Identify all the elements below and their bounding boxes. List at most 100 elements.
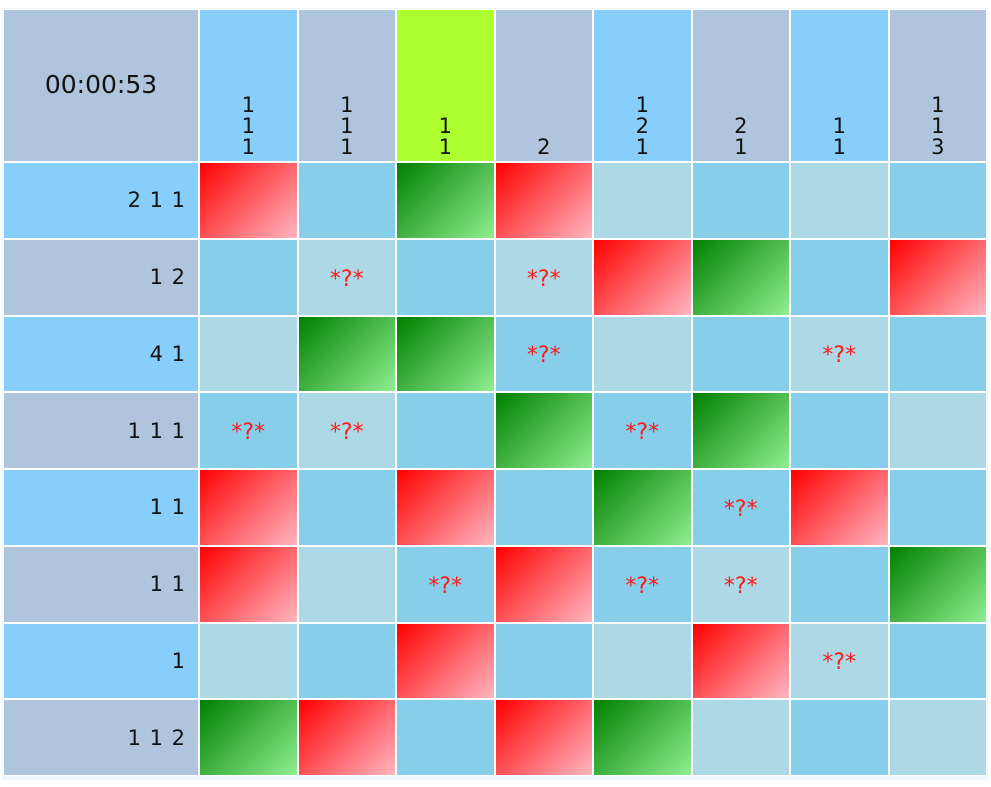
grid-cell-r3-c4-marked[interactable]: *?* (494, 315, 593, 393)
grid-cell-r7-c7-marked[interactable]: *?* (790, 622, 889, 700)
grid-cell-r6-c1-red[interactable] (199, 545, 298, 623)
grid-cell-r8-c5-green[interactable] (593, 699, 692, 776)
grid-cell-r1-c6-empty[interactable] (691, 162, 790, 239)
grid-cell-r4-c3-empty[interactable] (396, 392, 495, 469)
grid-cell-r5-c6-marked[interactable]: *?* (691, 469, 790, 546)
grid-cell-r7-c6-red[interactable] (691, 622, 790, 700)
grid-cell-r2-c8-red[interactable] (888, 238, 987, 316)
grid-cell-r2-c2-marked[interactable]: *?* (297, 238, 396, 316)
grid-cell-r2-c1-empty[interactable] (199, 238, 298, 316)
column-clue-number: 1 (241, 93, 255, 117)
grid-cell-r2-c3-empty[interactable] (396, 238, 495, 316)
row-clue-1: 2 1 1 (3, 162, 199, 239)
grid-cell-r3-c5-empty[interactable] (593, 315, 692, 393)
grid-cell-r5-c5-green[interactable] (593, 469, 692, 546)
grid-cell-r3-c1-empty[interactable] (199, 315, 298, 393)
grid-cell-r7-c4-empty[interactable] (494, 622, 593, 700)
grid-cell-r4-c5-marked[interactable]: *?* (593, 392, 692, 469)
grid-cell-r6-c2-empty[interactable] (297, 545, 396, 623)
grid-cell-r2-c7-empty[interactable] (790, 238, 889, 316)
column-clue-number: 1 (734, 135, 748, 159)
column-clue-number: 1 (241, 135, 255, 159)
row-clue-3: 4 1 (3, 315, 199, 393)
grid-cell-r3-c8-empty[interactable] (888, 315, 987, 393)
grid-cell-r5-c4-empty[interactable] (494, 469, 593, 546)
grid-cell-r1-c7-empty[interactable] (790, 162, 889, 239)
grid-cell-r3-c6-empty[interactable] (691, 315, 790, 393)
grid-cell-r7-c1-empty[interactable] (199, 622, 298, 700)
grid-cell-r1-c4-red[interactable] (494, 162, 593, 239)
column-clue-4: 2 (494, 9, 593, 162)
grid-cell-r4-c7-empty[interactable] (790, 392, 889, 469)
grid-cell-r6-c6-marked[interactable]: *?* (691, 545, 790, 623)
grid-cell-r1-c3-green[interactable] (396, 162, 495, 239)
grid-cell-r2-c6-green[interactable] (691, 238, 790, 316)
grid-cell-r8-c2-red[interactable] (297, 699, 396, 776)
column-clue-number: 1 (931, 114, 945, 138)
grid-cell-r6-c3-marked[interactable]: *?* (396, 545, 495, 623)
column-clue-number: 1 (438, 114, 452, 138)
grid-cell-r8-c8-empty[interactable] (888, 699, 987, 776)
grid-cell-r5-c7-red[interactable] (790, 469, 889, 546)
column-clue-number: 1 (340, 135, 354, 159)
row-clue-8: 1 1 2 (3, 699, 199, 776)
row-clue-7: 1 (3, 622, 199, 700)
grid-cell-r8-c7-empty[interactable] (790, 699, 889, 776)
column-clue-number (540, 95, 547, 116)
grid-cell-r3-c2-green[interactable] (297, 315, 396, 393)
grid-cell-r7-c3-red[interactable] (396, 622, 495, 700)
grid-cell-r6-c7-empty[interactable] (790, 545, 889, 623)
column-clue-number: 1 (635, 93, 649, 117)
column-clue-number: 1 (340, 93, 354, 117)
grid-cell-r8-c1-green[interactable] (199, 699, 298, 776)
grid-cell-r6-c8-green[interactable] (888, 545, 987, 623)
grid-cell-r4-c8-empty[interactable] (888, 392, 987, 469)
grid-cell-r3-c3-green[interactable] (396, 315, 495, 393)
column-clue-number (442, 95, 449, 116)
column-clue-number: 1 (635, 135, 649, 159)
column-clue-number: 1 (931, 93, 945, 117)
grid-cell-r7-c2-empty[interactable] (297, 622, 396, 700)
row-clue-2: 1 2 (3, 238, 199, 316)
grid-cell-r5-c3-red[interactable] (396, 469, 495, 546)
grid-cell-r4-c6-green[interactable] (691, 392, 790, 469)
grid-cell-r5-c2-empty[interactable] (297, 469, 396, 546)
column-clue-number (737, 95, 744, 116)
column-clue-number: 2 (537, 135, 551, 159)
row-clue-6: 1 1 (3, 545, 199, 623)
column-clue-number: 1 (438, 135, 452, 159)
column-clue-number: 1 (832, 135, 846, 159)
grid-cell-r5-c1-red[interactable] (199, 469, 298, 546)
grid-cell-r8-c6-empty[interactable] (691, 699, 790, 776)
column-clue-number: 1 (340, 114, 354, 138)
grid-cell-r1-c1-red[interactable] (199, 162, 298, 239)
column-clue-number (540, 116, 547, 137)
grid-cell-r8-c4-red[interactable] (494, 699, 593, 776)
grid-cell-r7-c8-empty[interactable] (888, 622, 987, 700)
row-clue-4: 1 1 1 (3, 392, 199, 469)
grid-cell-r4-c1-marked[interactable]: *?* (199, 392, 298, 469)
timer-display: 00:00:53 (3, 9, 199, 162)
column-clue-number: 3 (931, 135, 945, 159)
grid-cell-r5-c8-empty[interactable] (888, 469, 987, 546)
row-clue-5: 1 1 (3, 469, 199, 546)
grid-cell-r1-c2-empty[interactable] (297, 162, 396, 239)
grid-cell-r2-c4-marked[interactable]: *?* (494, 238, 593, 316)
grid-cell-r3-c7-marked[interactable]: *?* (790, 315, 889, 393)
grid-cell-r7-c5-empty[interactable] (593, 622, 692, 700)
grid-cell-r1-c8-empty[interactable] (888, 162, 987, 239)
grid-cell-r4-c2-marked[interactable]: *?* (297, 392, 396, 469)
grid-cell-r2-c5-red[interactable] (593, 238, 692, 316)
grid-cell-r6-c4-red[interactable] (494, 545, 593, 623)
grid-cell-r4-c4-green[interactable] (494, 392, 593, 469)
grid-cell-r8-c3-empty[interactable] (396, 699, 495, 776)
grid-cell-r1-c5-empty[interactable] (593, 162, 692, 239)
grid-cell-r6-c5-marked[interactable]: *?* (593, 545, 692, 623)
